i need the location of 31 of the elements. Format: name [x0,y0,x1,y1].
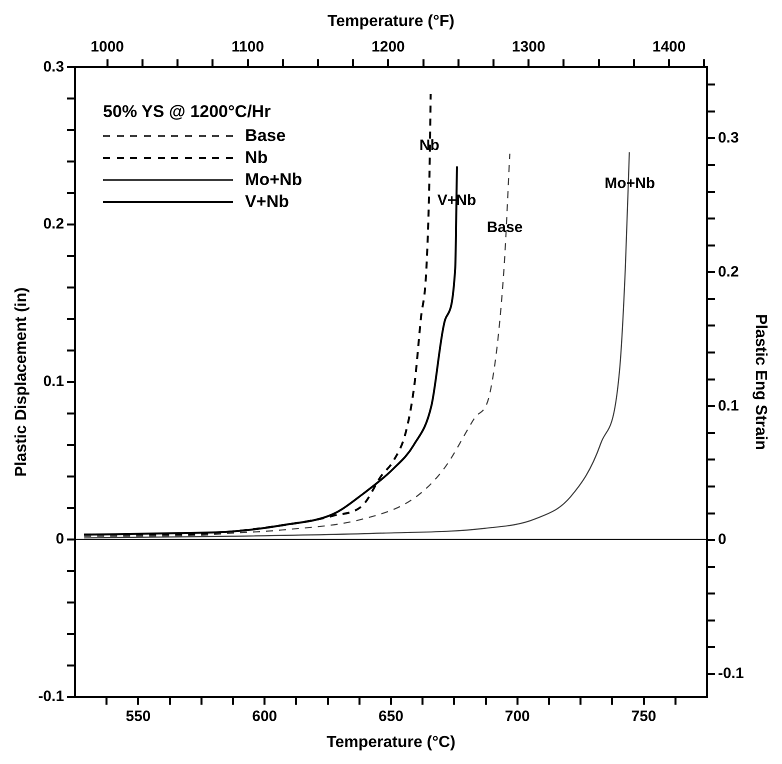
legend-label: Base [245,125,286,148]
y2-tick-label: 0 [718,531,726,548]
y-tick-label: -0.1 [38,688,64,705]
y-axis-title: Plastic Displacement (in) [13,287,30,477]
y2-tick-label: 0.2 [718,263,739,280]
y-tick-label: 0.1 [43,373,64,390]
y-tick-label: 0.2 [43,216,64,233]
y2-tick-label: 0.1 [718,397,739,414]
x-tick-label: 750 [631,708,656,725]
legend-title: 50% YS @ 1200°C/Hr [103,101,272,124]
x2-tick-label: 1200 [372,38,405,56]
y2-tick-label: -0.1 [718,665,744,682]
y-tick-label: 0.3 [43,58,64,76]
x2-tick-label: 1300 [512,38,546,56]
x-tick-label: 700 [504,708,530,725]
legend-label: Nb [245,147,268,170]
y2-tick-label: 0.3 [718,129,739,146]
x2-tick-label: 1000 [90,38,124,56]
legend-label: V+Nb [245,191,289,214]
x2-axis-title: Temperature (°F) [327,13,455,30]
annotation: Base [486,218,523,236]
x-tick-label: 600 [252,708,278,725]
y-tick-label: 0 [56,530,64,548]
x-axis-title: Temperature (°C) [326,734,456,751]
y2-axis-title: Plastic Eng Strain [752,314,769,450]
x2-tick-label: 1400 [652,38,686,56]
x-tick-label: 650 [378,708,404,725]
x2-tick-label: 1100 [231,38,264,56]
annotation: Nb [419,137,440,154]
x-tick-label: 550 [126,708,151,725]
legend-label: Mo+Nb [245,169,302,192]
